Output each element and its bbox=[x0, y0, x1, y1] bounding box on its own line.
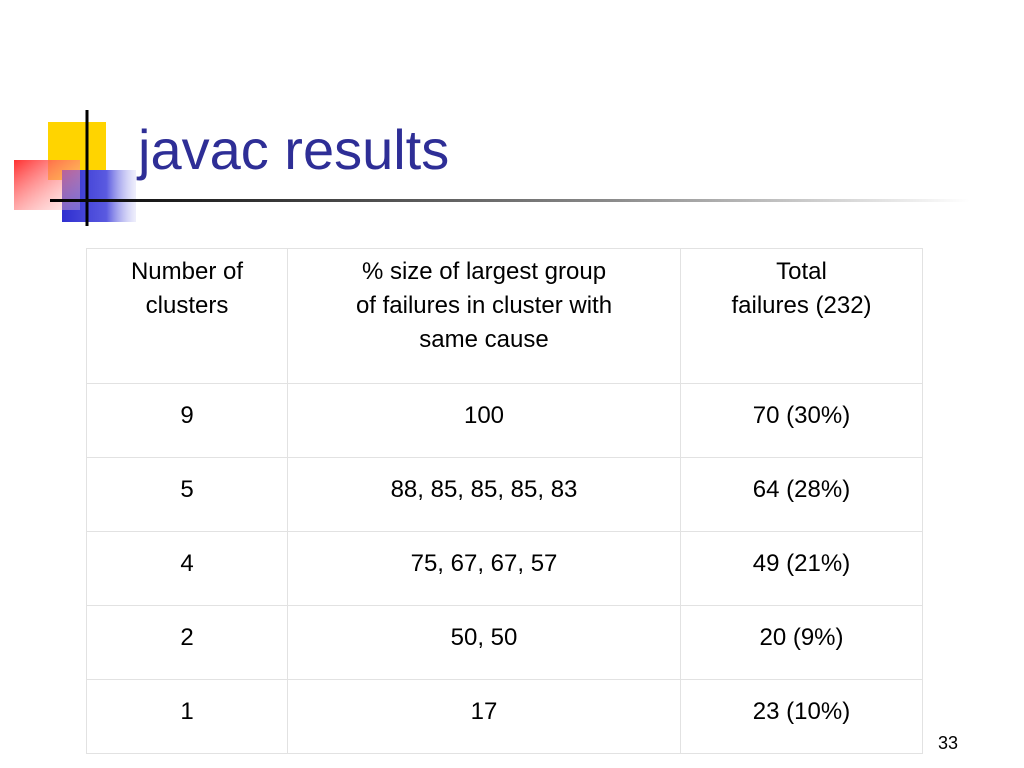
table-cell: 70 (30%) bbox=[680, 383, 923, 458]
table-row: 5 88, 85, 85, 85, 83 64 (28%) bbox=[86, 457, 923, 532]
table-row: 9 100 70 (30%) bbox=[86, 383, 923, 458]
table-cell: 64 (28%) bbox=[680, 457, 923, 532]
red-square bbox=[14, 160, 80, 210]
header-cell: Total failures (232) bbox=[680, 248, 923, 384]
table-row: 2 50, 50 20 (9%) bbox=[86, 605, 923, 680]
table-cell: 2 bbox=[86, 605, 288, 680]
header-cell: % size of largest group of failures in c… bbox=[287, 248, 681, 384]
table-cell: 9 bbox=[86, 383, 288, 458]
table-cell: 20 (9%) bbox=[680, 605, 923, 680]
slide-title: javac results bbox=[138, 118, 450, 181]
horizontal-rule bbox=[50, 199, 970, 202]
decoration bbox=[14, 110, 970, 226]
table-cell: 50, 50 bbox=[287, 605, 681, 680]
header-row: Number of clusters% size of largest grou… bbox=[86, 248, 923, 384]
table-row: 1 17 23 (10%) bbox=[86, 679, 923, 754]
table-cell: 75, 67, 67, 57 bbox=[287, 531, 681, 606]
table-cell: 49 (21%) bbox=[680, 531, 923, 606]
table-cell: 4 bbox=[86, 531, 288, 606]
table-cell: 88, 85, 85, 85, 83 bbox=[287, 457, 681, 532]
table-cell: 1 bbox=[86, 679, 288, 754]
results-table: Number of clusters% size of largest grou… bbox=[86, 248, 923, 754]
table-row: 4 75, 67, 67, 57 49 (21%) bbox=[86, 531, 923, 606]
table-cell: 23 (10%) bbox=[680, 679, 923, 754]
table-cell: 100 bbox=[287, 383, 681, 458]
table-cell: 5 bbox=[86, 457, 288, 532]
table-cell: 17 bbox=[287, 679, 681, 754]
header-cell: Number of clusters bbox=[86, 248, 288, 384]
page-number: 33 bbox=[938, 733, 959, 753]
